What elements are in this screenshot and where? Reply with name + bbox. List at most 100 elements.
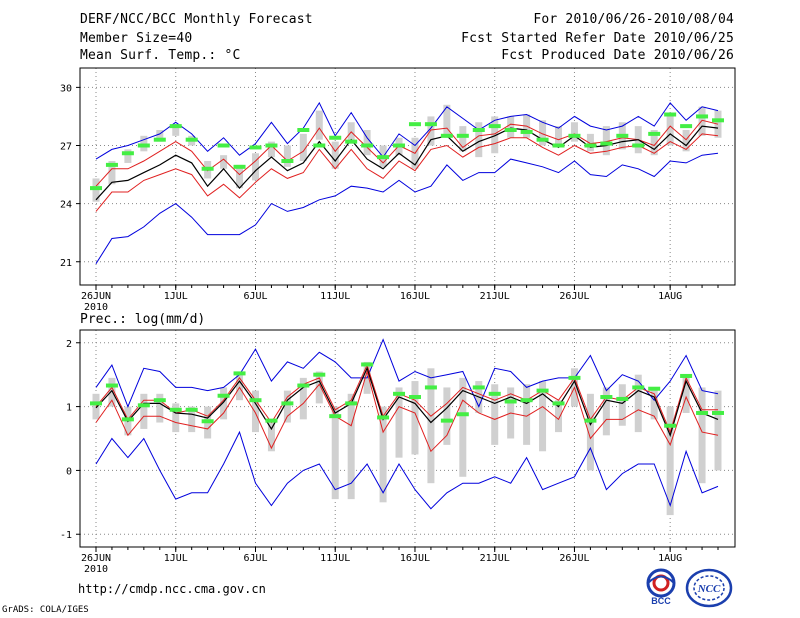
- observed-marker: [440, 418, 453, 423]
- ensemble-box: [682, 130, 690, 152]
- ensemble-box: [475, 122, 483, 158]
- observed-marker: [424, 385, 437, 390]
- source-url[interactable]: http://cmdp.ncc.cma.gov.cn: [78, 582, 266, 596]
- observed-marker: [568, 375, 581, 380]
- ensemble-box: [236, 371, 244, 401]
- observed-marker: [153, 137, 166, 142]
- observed-marker: [329, 135, 342, 140]
- x-tick-label: 6JUL: [243, 553, 267, 564]
- x-tick-label: 21JUL: [480, 291, 510, 302]
- ensemble-box: [251, 153, 259, 181]
- ensemble-box: [698, 387, 706, 484]
- observed-marker: [552, 401, 565, 406]
- observed-marker: [233, 371, 246, 376]
- y-tick-label: 27: [60, 142, 72, 153]
- ensemble-box: [315, 371, 323, 404]
- ensemble-box: [602, 126, 610, 156]
- upper-series-line: [95, 363, 718, 434]
- max-series-line: [95, 338, 719, 408]
- observed-marker: [536, 137, 549, 142]
- observed-marker: [536, 388, 549, 393]
- observed-marker: [712, 410, 724, 415]
- observed-marker: [648, 131, 661, 136]
- ensemble-box: [347, 393, 355, 500]
- observed-marker: [313, 143, 326, 148]
- observed-marker: [520, 398, 533, 403]
- ncc-logo-icon: NCC: [685, 568, 733, 608]
- ensemble-box: [188, 406, 196, 433]
- ensemble-box: [156, 130, 164, 142]
- observed-marker: [201, 419, 214, 424]
- observed-marker: [632, 143, 645, 148]
- observed-marker: [249, 398, 262, 403]
- observed-marker: [233, 164, 246, 169]
- ensemble-box: [299, 377, 307, 420]
- lower-series-line: [95, 369, 719, 453]
- observed-marker: [297, 383, 310, 388]
- ensemble-box: [395, 387, 403, 458]
- ensemble-box: [283, 390, 291, 423]
- ensemble-box: [539, 381, 547, 452]
- observed-marker: [616, 396, 629, 401]
- observed-marker: [313, 372, 326, 377]
- year-label: 2010: [84, 564, 108, 575]
- ensemble-box: [220, 387, 228, 420]
- bcc-logo-text: BCC: [651, 596, 671, 606]
- x-tick-label: 21JUL: [480, 553, 510, 564]
- observed-marker: [105, 162, 118, 167]
- ensemble-box: [172, 403, 180, 433]
- observed-marker: [345, 139, 358, 144]
- observed-marker: [456, 133, 469, 138]
- ensemble-box: [427, 116, 435, 146]
- observed-marker: [377, 155, 390, 160]
- x-tick-label: 11JUL: [320, 291, 350, 302]
- observed-marker: [169, 124, 182, 129]
- y-tick-label: -1: [60, 530, 72, 541]
- ensemble-box: [172, 126, 180, 136]
- observed-marker: [393, 143, 406, 148]
- ensemble-box: [698, 106, 706, 136]
- x-tick-label: 1JUL: [164, 291, 188, 302]
- ensemble-box: [666, 114, 674, 146]
- observed-marker: [504, 399, 517, 404]
- ensemble-box: [331, 406, 339, 500]
- observed-marker: [600, 141, 613, 146]
- max-series-line: [95, 101, 719, 160]
- observed-marker: [616, 133, 629, 138]
- variable-label: Mean Surf. Temp.: °C: [80, 48, 241, 63]
- observed-marker: [472, 385, 485, 390]
- ensemble-box: [459, 126, 467, 152]
- x-tick-label: 26JUL: [559, 291, 589, 302]
- observed-marker: [297, 128, 310, 132]
- observed-marker: [552, 143, 565, 148]
- observed-marker: [185, 137, 198, 142]
- ensemble-box: [618, 384, 626, 426]
- min-series-line: [95, 430, 719, 510]
- ensemble-box: [379, 406, 387, 503]
- ensemble-box: [602, 387, 610, 436]
- ensemble-box: [443, 104, 451, 138]
- observed-marker: [696, 410, 709, 415]
- observed-marker: [456, 412, 469, 417]
- observed-marker: [90, 401, 102, 406]
- ensemble-box: [523, 384, 531, 445]
- observed-marker: [504, 128, 517, 132]
- ensemble-box: [491, 384, 499, 445]
- ensemble-box: [650, 387, 658, 420]
- ensemble-box: [315, 110, 323, 140]
- forecast-produced-date: Fcst Produced Date 2010/06/26: [501, 48, 734, 63]
- ensemble-box: [108, 161, 116, 185]
- x-tick-label: 11JUL: [320, 553, 350, 564]
- ensemble-box: [331, 141, 339, 169]
- ensemble-box: [586, 393, 594, 471]
- ensemble-box: [555, 126, 563, 148]
- ensemble-box: [236, 164, 244, 189]
- observed-marker: [664, 112, 677, 117]
- ensemble-box: [267, 419, 275, 452]
- observed-marker: [488, 391, 501, 396]
- y-tick-label: 24: [60, 200, 72, 211]
- observed-marker: [600, 395, 613, 400]
- observed-marker: [90, 186, 102, 191]
- y-tick-label: 30: [60, 83, 72, 94]
- ensemble-box: [251, 390, 259, 433]
